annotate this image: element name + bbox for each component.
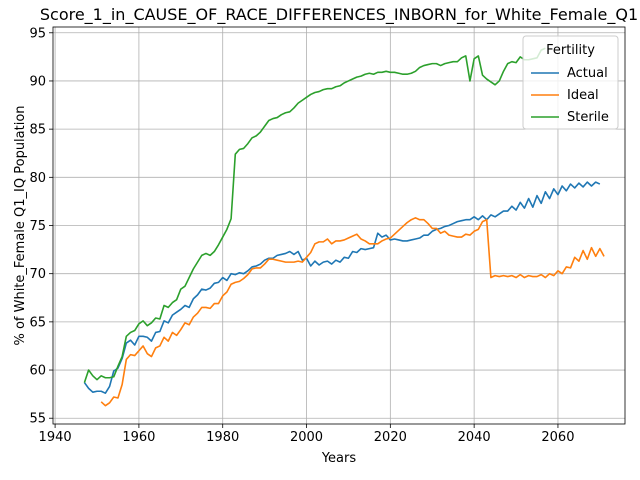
y-tick-label: 55 (29, 412, 46, 427)
y-tick-label: 75 (29, 219, 46, 234)
chart-title: Score_1_in_CAUSE_OF_RACE_DIFFERENCES_INB… (40, 5, 638, 25)
legend: Fertility Actual Ideal Sterile (523, 36, 618, 129)
series-line-sterile (84, 48, 545, 382)
x-tick-label: 2020 (374, 430, 407, 445)
y-tick-label: 65 (29, 315, 46, 330)
legend-title: Fertility (546, 43, 595, 58)
y-tick-label: 95 (29, 26, 46, 41)
series-line-actual (84, 182, 599, 393)
y-tick-label: 60 (29, 364, 46, 379)
y-axis-label: % of White_Female Q1_IQ Population (13, 105, 28, 345)
y-tick-label: 90 (29, 74, 46, 89)
y-tick-label: 85 (29, 123, 46, 138)
legend-label-sterile: Sterile (567, 110, 609, 125)
x-tick-label: 2000 (290, 430, 323, 445)
legend-label-ideal: Ideal (567, 88, 599, 103)
x-tick-label: 1960 (122, 430, 155, 445)
x-axis-label: Years (321, 451, 357, 466)
x-tick-label: 1980 (206, 430, 239, 445)
x-tick-label: 2040 (458, 430, 491, 445)
x-tick-label: 2060 (541, 430, 574, 445)
y-tick-label: 70 (29, 267, 46, 282)
y-tick-label: 80 (29, 171, 46, 186)
legend-label-actual: Actual (567, 66, 608, 81)
x-tick-label: 1940 (39, 430, 72, 445)
